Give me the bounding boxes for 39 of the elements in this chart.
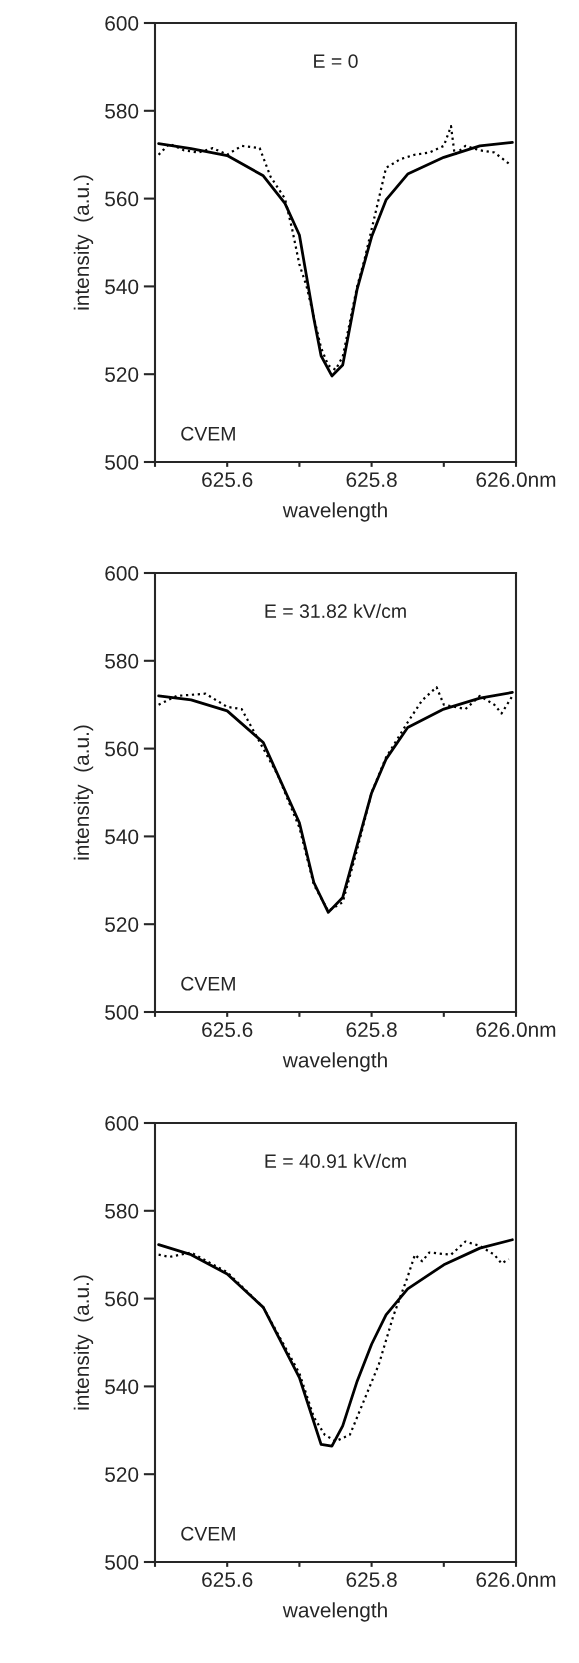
x-tick-label: 625.8 — [346, 472, 397, 488]
x-axis-title: wavelength — [282, 502, 387, 522]
y-tick-label: 560 — [105, 191, 139, 207]
x-axis-title: wavelength — [282, 1602, 387, 1622]
x-axis-title: wavelength — [282, 1052, 387, 1072]
y-tick-label: 560 — [105, 1291, 139, 1307]
y-tick-label: 520 — [105, 1467, 139, 1482]
y-axis-title: intensity (a.u.) — [73, 175, 94, 310]
annotation: CVEM — [181, 976, 235, 991]
x-tick-label: 626.0nm — [476, 472, 556, 488]
y-axis-title: intensity (a.u.) — [73, 725, 94, 860]
annotation: E = 0 — [314, 54, 358, 69]
annotation: CVEM — [181, 1526, 235, 1541]
y-tick-label: 600 — [105, 1116, 139, 1131]
annotation: E = 40.91 kV/cm — [265, 1153, 406, 1169]
x-tick-label: 625.8 — [346, 1572, 397, 1588]
y-tick-label: 540 — [105, 1379, 139, 1395]
annotation: CVEM — [181, 426, 235, 441]
y-tick-label: 580 — [105, 653, 139, 669]
x-tick-label: 626.0nm — [476, 1572, 556, 1588]
x-tick-label: 626.0nm — [476, 1022, 556, 1038]
y-tick-label: 500 — [105, 1555, 139, 1570]
y-tick-label: 540 — [105, 279, 139, 295]
y-axis-title: intensity (a.u.) — [73, 1275, 94, 1410]
x-tick-label: 625.6 — [202, 1572, 253, 1588]
y-tick-label: 520 — [105, 917, 139, 932]
y-tick-label: 500 — [105, 1005, 139, 1020]
y-tick-label: 540 — [105, 829, 139, 845]
x-tick-label: 625.6 — [202, 472, 253, 488]
annotation: E = 31.82 kV/cm — [265, 603, 406, 619]
y-tick-label: 520 — [105, 367, 139, 382]
y-tick-label: 500 — [105, 455, 139, 470]
y-tick-label: 580 — [105, 103, 139, 119]
y-tick-label: 560 — [105, 741, 139, 757]
y-tick-label: 600 — [105, 16, 139, 31]
y-tick-label: 580 — [105, 1203, 139, 1219]
y-tick-label: 600 — [105, 566, 139, 581]
x-tick-label: 625.6 — [202, 1022, 253, 1038]
x-tick-label: 625.8 — [346, 1022, 397, 1038]
